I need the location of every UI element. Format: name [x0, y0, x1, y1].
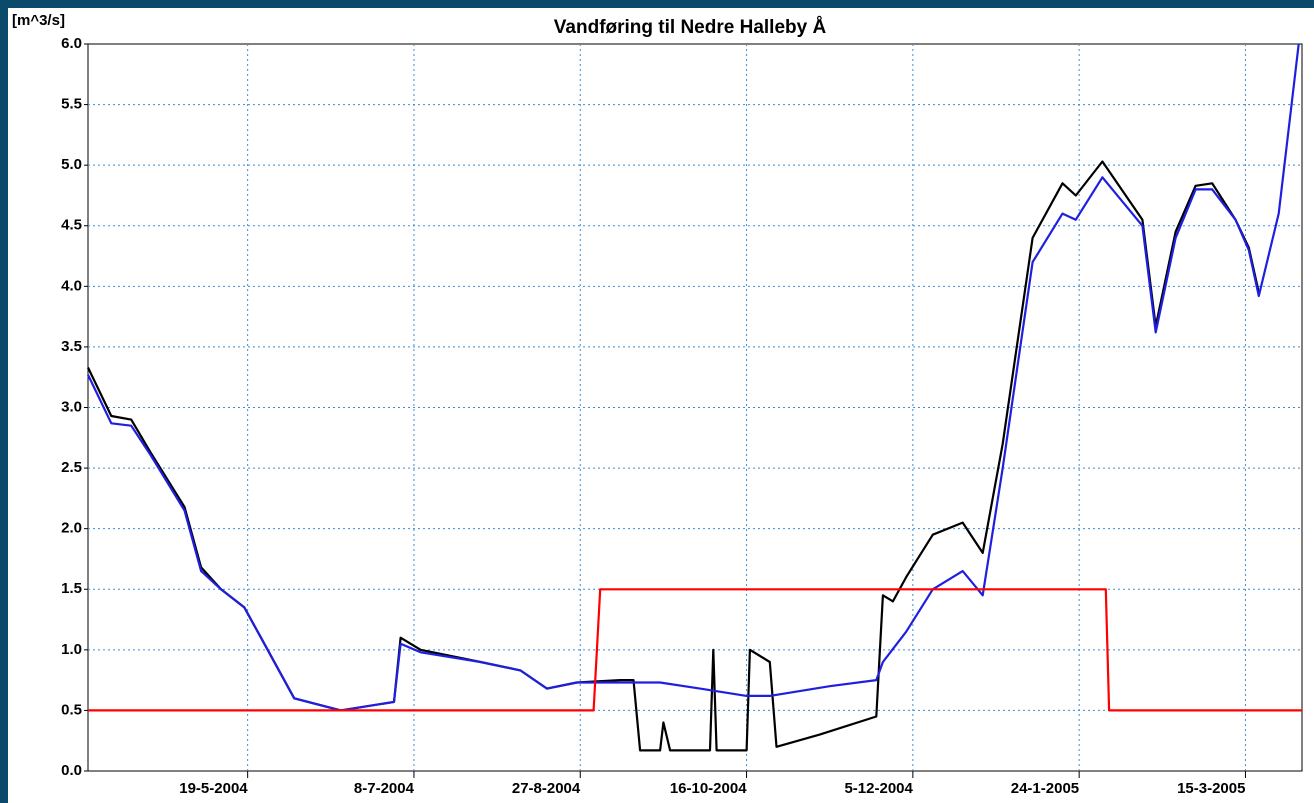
x-tick-label: 16-10-2004	[670, 780, 747, 797]
y-tick-label: 0.0	[61, 762, 82, 779]
y-tick-label: 4.0	[61, 277, 82, 294]
y-axis-label: [m^3/s]	[12, 12, 65, 29]
y-tick-label: 0.5	[61, 701, 82, 718]
y-tick-label: 6.0	[61, 35, 82, 52]
x-tick-label: 27-8-2004	[512, 780, 581, 797]
y-tick-label: 4.5	[61, 217, 82, 234]
y-tick-label: 5.0	[61, 156, 82, 173]
x-tick-label: 8-7-2004	[354, 780, 415, 797]
y-tick-label: 2.0	[61, 520, 82, 537]
y-tick-label: 3.0	[61, 398, 82, 415]
y-tick-label: 1.0	[61, 641, 82, 658]
chart-title: Vandføring til Nedre Halleby Å	[554, 17, 827, 38]
series-line	[87, 43, 1300, 712]
x-tick-label: 24-1-2005	[1011, 780, 1079, 797]
x-tick-label: 19-5-2004	[179, 780, 248, 797]
panel	[8, 8, 1314, 803]
y-tick-label: 3.5	[61, 338, 82, 355]
y-tick-label: 5.5	[61, 96, 82, 113]
x-tick-label: 15-3-2005	[1177, 780, 1245, 797]
series-line	[88, 588, 1302, 712]
x-tick-label: 5-12-2004	[844, 780, 913, 797]
y-tick-label: 1.5	[61, 580, 82, 597]
y-tick-label: 2.5	[61, 459, 82, 476]
